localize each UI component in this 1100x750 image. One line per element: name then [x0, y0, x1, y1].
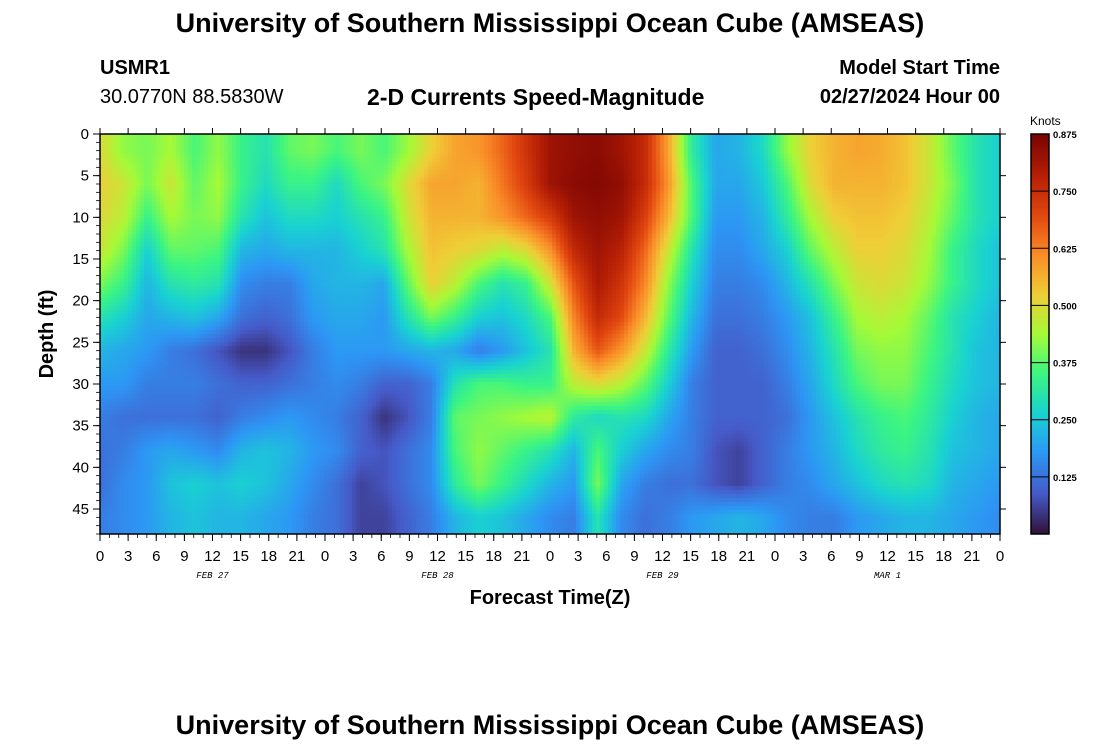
y-tick-label: 20 [72, 293, 89, 310]
x-tick-label: 0 [546, 548, 554, 565]
x-tick-label: 9 [180, 548, 188, 565]
x-tick-label: 6 [827, 548, 835, 565]
x-tick-label: 0 [996, 548, 1004, 565]
colorbar-gradient [1031, 134, 1049, 534]
colorbar-tick-label: 0.875 [1053, 130, 1077, 141]
y-tick-label: 45 [72, 501, 89, 518]
model-start-value: 02/27/2024 Hour 00 [819, 86, 1000, 108]
y-tick-label: 0 [81, 126, 89, 143]
colorbar-tick-label: 0.125 [1053, 473, 1077, 484]
colorbar-tick-label: 0.250 [1053, 416, 1077, 427]
chart-title: University of Southern Mississippi Ocean… [175, 8, 925, 38]
x-tick-label: 3 [349, 548, 357, 565]
x-tick-label: 0 [96, 548, 104, 565]
y-axis-title: Depth (ft) [36, 290, 58, 379]
y-tick-label: 35 [72, 418, 89, 435]
x-tick-label: 3 [574, 548, 582, 565]
x-tick-label: 12 [654, 548, 671, 565]
x-tick-label: 15 [907, 548, 924, 565]
x-tick-label: 6 [377, 548, 385, 565]
x-tick-label: 18 [710, 548, 727, 565]
station-location: 30.0770N 88.5830W [100, 86, 284, 108]
x-tick-label: 18 [485, 548, 502, 565]
x-tick-label: 6 [602, 548, 610, 565]
colorbar-tick-label: 0.500 [1053, 301, 1077, 312]
x-tick-label: 9 [855, 548, 863, 565]
station-id: USMR1 [100, 57, 171, 79]
y-tick-label: 15 [72, 251, 89, 268]
x-tick-label: 18 [260, 548, 277, 565]
x-tick-label: 12 [204, 548, 221, 565]
x-day-label: FEB 27 [196, 571, 229, 581]
x-tick-label: 6 [152, 548, 160, 565]
x-day-label: FEB 28 [421, 571, 454, 581]
x-tick-label: 0 [771, 548, 779, 565]
x-tick-label: 15 [232, 548, 249, 565]
x-tick-label: 18 [935, 548, 952, 565]
x-tick-label: 15 [457, 548, 474, 565]
x-tick-label: 15 [682, 548, 699, 565]
x-tick-label: 21 [514, 548, 531, 565]
x-day-label: MAR 1 [874, 571, 901, 581]
x-day-label: FEB 29 [646, 571, 679, 581]
plot-frame [99, 133, 1001, 535]
model-start-label: Model Start Time [839, 57, 1000, 79]
y-tick-label: 10 [72, 209, 89, 226]
x-tick-label: 12 [429, 548, 446, 565]
y-tick-label: 5 [81, 168, 89, 185]
x-tick-label: 9 [630, 548, 638, 565]
x-tick-label: 21 [739, 548, 756, 565]
colorbar-unit-label: Knots [1030, 114, 1061, 128]
y-tick-label: 25 [72, 334, 89, 351]
current-speed-heatmap [100, 134, 1000, 534]
colorbar-tick-label: 0.625 [1053, 244, 1077, 255]
x-tick-label: 0 [321, 548, 329, 565]
y-tick-label: 40 [72, 459, 89, 476]
chart-subtitle: 2-D Currents Speed-Magnitude [367, 84, 705, 110]
axes-group: 0 3 6 9 12 15 18 21 0 3 6 9 12 15 18 21 0 3 6 9 12 15 18 21 0 3 6 9… [72, 126, 1077, 581]
x-axis-title: Forecast Time(Z) [470, 587, 631, 609]
x-tick-label: 3 [799, 548, 807, 565]
x-tick-label: 12 [879, 548, 896, 565]
x-tick-label: 3 [124, 548, 132, 565]
x-tick-label: 9 [405, 548, 413, 565]
footer-title: University of Southern Mississippi Ocean… [175, 710, 925, 740]
colorbar-frame [1030, 133, 1050, 535]
colorbar-tick-label: 0.375 [1053, 359, 1077, 370]
x-tick-label: 21 [289, 548, 306, 565]
x-tick-label: 21 [964, 548, 981, 565]
colorbar-tick-label: 0.750 [1053, 187, 1077, 198]
y-tick-label: 30 [72, 376, 89, 393]
